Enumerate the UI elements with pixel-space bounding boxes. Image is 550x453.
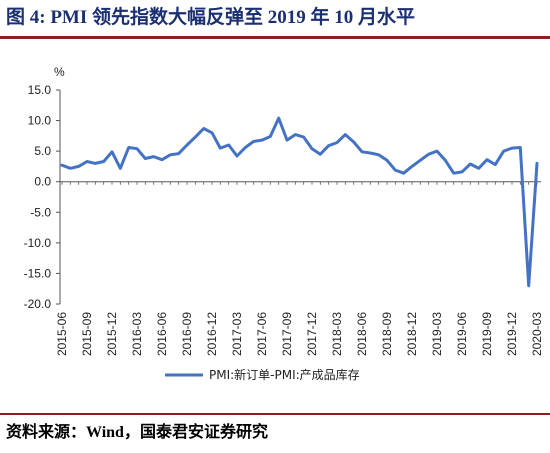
data-point xyxy=(227,144,230,147)
data-point xyxy=(61,164,64,167)
data-point xyxy=(211,131,214,134)
data-point xyxy=(519,146,522,149)
series-line xyxy=(60,116,539,288)
x-tick-label: 2016-06 xyxy=(155,312,169,356)
data-point xyxy=(127,146,130,149)
x-tick-label: 2015-09 xyxy=(80,312,94,356)
x-tick-label: 2015-06 xyxy=(55,312,69,356)
data-point xyxy=(511,147,514,150)
data-point xyxy=(344,133,347,136)
data-point xyxy=(319,153,322,156)
y-tick-label: -10.0 xyxy=(24,236,52,250)
y-tick-label: -20.0 xyxy=(24,297,52,311)
data-point xyxy=(69,167,72,170)
data-point xyxy=(286,139,289,142)
data-point xyxy=(336,141,339,144)
x-tick-label: 2017-09 xyxy=(280,312,294,356)
y-axis: 15.0 10.0 5.0 0.0 -5.0 -10.0 -15.0 -20.0 xyxy=(24,83,61,311)
data-point xyxy=(486,158,489,161)
data-point xyxy=(402,172,405,175)
data-point xyxy=(469,163,472,166)
data-point xyxy=(77,165,80,168)
x-tick-label: 2017-03 xyxy=(230,312,244,356)
data-point xyxy=(369,152,372,155)
source-note: 资料来源：Wind，国泰君安证券研究 xyxy=(6,424,268,441)
data-point xyxy=(436,150,439,153)
title-rule xyxy=(0,36,550,39)
data-point xyxy=(236,155,239,158)
data-point xyxy=(194,136,197,139)
data-point xyxy=(269,135,272,138)
data-point xyxy=(202,127,205,130)
data-point xyxy=(502,150,505,153)
data-point xyxy=(177,152,180,155)
figure-title: 图 4: PMI 领先指数大幅反弹至 2019 年 10 月水平 xyxy=(6,7,416,28)
x-tick-label: 2018-06 xyxy=(355,312,369,356)
data-point xyxy=(169,153,172,156)
data-point xyxy=(261,139,264,142)
data-point xyxy=(302,136,305,139)
data-point xyxy=(536,162,539,165)
data-point xyxy=(361,150,364,153)
data-point xyxy=(102,160,105,163)
x-tick-label: 2018-12 xyxy=(405,312,419,356)
x-tick-label: 2020-03 xyxy=(530,312,544,356)
data-point xyxy=(136,147,139,150)
data-point xyxy=(444,159,447,162)
x-axis: 2015-06 2015-09 2015-12 2016-03 2016-06 2016-… xyxy=(55,181,544,356)
data-point xyxy=(86,160,89,163)
data-point xyxy=(419,159,422,162)
data-point xyxy=(394,169,397,172)
data-point xyxy=(494,163,497,166)
line-chart: % 15.0 10.0 5.0 0.0 -5.0 -10.0 -15.0 -20.0 2015… xyxy=(24,65,544,382)
data-point xyxy=(386,159,389,162)
data-point xyxy=(152,155,155,158)
x-tick-label: 2019-06 xyxy=(455,312,469,356)
data-point xyxy=(427,153,430,156)
x-tick-label: 2017-12 xyxy=(305,312,319,356)
x-tick-label: 2019-03 xyxy=(430,312,444,356)
data-point xyxy=(111,150,114,153)
y-tick-label: -5.0 xyxy=(30,205,51,219)
x-tick-label: 2017-06 xyxy=(255,312,269,356)
data-point xyxy=(161,158,164,161)
plot-area xyxy=(60,116,539,288)
x-tick-label: 2016-09 xyxy=(180,312,194,356)
data-point xyxy=(144,157,147,160)
data-point xyxy=(94,162,97,165)
data-point xyxy=(311,147,314,150)
data-point xyxy=(244,146,247,149)
x-tick-label: 2018-09 xyxy=(380,312,394,356)
x-tick-label: 2019-09 xyxy=(480,312,494,356)
data-point xyxy=(352,141,355,144)
data-point xyxy=(277,117,280,120)
data-point xyxy=(461,170,464,173)
legend-label: PMI:新订单-PMI:产成品库存 xyxy=(209,367,360,382)
x-tick-label: 2019-12 xyxy=(505,312,519,356)
x-tick-label: 2016-12 xyxy=(205,312,219,356)
y-tick-label: 0.0 xyxy=(34,175,51,189)
data-point xyxy=(377,153,380,156)
y-tick-label: 15.0 xyxy=(28,83,52,97)
data-point xyxy=(119,167,122,170)
x-tick-label: 2016-03 xyxy=(130,312,144,356)
data-point xyxy=(477,167,480,170)
x-tick-label: 2015-12 xyxy=(105,312,119,356)
data-point xyxy=(327,144,330,147)
data-point xyxy=(527,284,530,287)
y-axis-unit-label: % xyxy=(54,65,65,79)
y-tick-label: -15.0 xyxy=(24,266,52,280)
source-rule xyxy=(0,413,550,415)
legend: PMI:新订单-PMI:产成品库存 xyxy=(165,367,360,382)
data-point xyxy=(411,165,414,168)
y-tick-label: 10.0 xyxy=(28,114,52,128)
data-point xyxy=(252,140,255,143)
data-point xyxy=(294,133,297,136)
x-tick-label: 2018-03 xyxy=(330,312,344,356)
y-tick-label: 5.0 xyxy=(34,144,51,158)
data-point xyxy=(219,147,222,150)
data-point xyxy=(452,172,455,175)
data-point xyxy=(186,144,189,147)
